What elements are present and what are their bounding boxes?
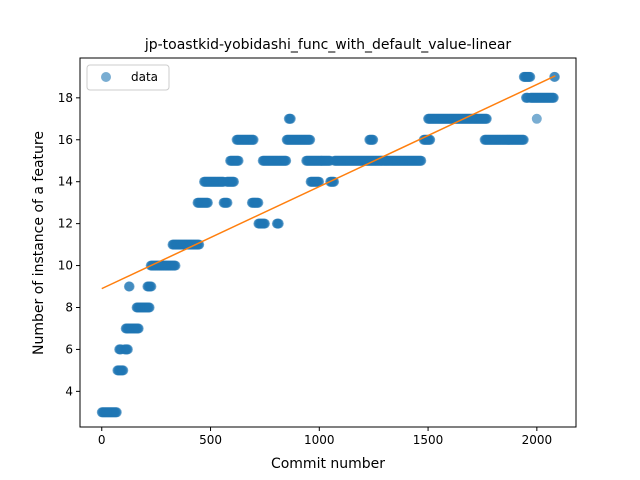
- y-tick-label: 8: [65, 300, 73, 314]
- y-axis: 4 6 8 10 12 14 16 18: [58, 91, 80, 398]
- data-point: [118, 365, 129, 376]
- data-point: [281, 155, 292, 166]
- y-tick-label: 12: [58, 217, 73, 231]
- chart-title: jp-toastkid-yobidashi_func_with_default_…: [144, 37, 512, 53]
- y-tick-label: 10: [58, 259, 73, 273]
- data-point: [285, 113, 296, 124]
- data-point: [229, 176, 239, 187]
- data-point: [146, 281, 157, 292]
- x-axis-label: Commit number: [271, 456, 385, 472]
- data-point: [248, 134, 259, 145]
- x-tick-label: 1000: [304, 433, 335, 447]
- x-tick-label: 0: [98, 433, 106, 447]
- data-point: [314, 176, 325, 187]
- legend: data: [86, 64, 170, 91]
- data-point: [253, 197, 264, 208]
- y-tick-label: 18: [58, 91, 73, 105]
- x-tick-label: 500: [199, 433, 222, 447]
- data-point: [122, 344, 133, 355]
- plot-frame: [79, 57, 577, 428]
- y-tick-label: 4: [65, 384, 73, 398]
- data-point: [368, 134, 379, 145]
- data-point: [305, 134, 316, 145]
- data-point: [133, 323, 144, 334]
- data-point: [518, 134, 529, 145]
- y-tick-label: 16: [58, 133, 73, 147]
- data-point: [481, 113, 492, 124]
- x-tick-label: 1500: [413, 433, 444, 447]
- data-point: [548, 92, 559, 103]
- x-tick-label: 2000: [522, 433, 553, 447]
- data-point: [416, 155, 427, 166]
- x-axis: 0 500 1000 1500 2000: [98, 427, 552, 447]
- data-point: [233, 155, 244, 166]
- data-point: [222, 197, 233, 208]
- data-point: [124, 281, 135, 292]
- data-point: [259, 218, 270, 229]
- data-point: [144, 302, 155, 313]
- data-point: [531, 113, 542, 124]
- data-point: [273, 218, 284, 229]
- fit-line: [101, 75, 556, 290]
- legend-marker-data: [101, 72, 111, 82]
- y-tick-label: 6: [65, 342, 73, 356]
- data-point: [170, 260, 181, 271]
- y-axis-label: Number of instance of a feature: [31, 131, 47, 355]
- legend-label-data: data: [131, 70, 158, 84]
- legend-box: [86, 64, 170, 91]
- y-tick-label: 14: [58, 175, 73, 189]
- data-point: [525, 71, 536, 82]
- data-point: [111, 407, 122, 418]
- data-point: [202, 197, 213, 208]
- data-point: [425, 134, 436, 145]
- data-point: [549, 71, 560, 82]
- plot-area: [96, 71, 560, 418]
- series-data: [96, 71, 560, 418]
